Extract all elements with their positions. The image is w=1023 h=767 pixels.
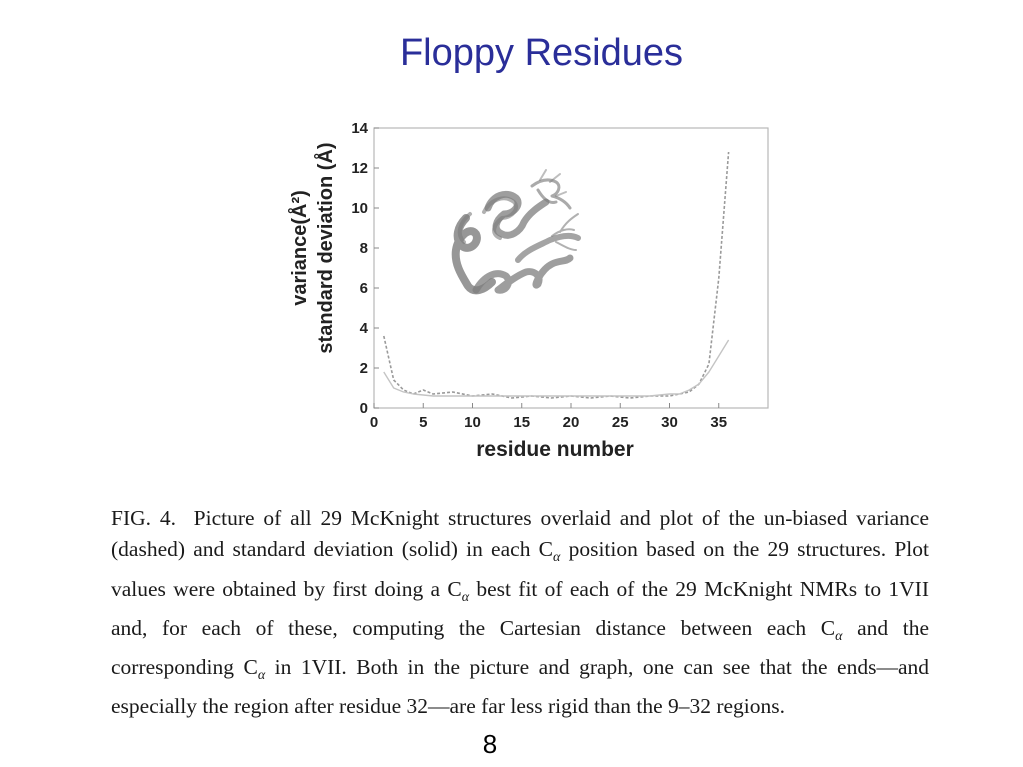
y-tick-label: 2	[360, 360, 368, 377]
y-tick-label: 10	[351, 200, 368, 217]
caption-text: FIG. 4. Picture of all 29 McKnight struc…	[111, 506, 929, 562]
x-tick-label: 5	[419, 414, 427, 431]
y-tick-label: 6	[360, 280, 368, 297]
x-tick-label: 25	[612, 414, 629, 431]
chart-background	[270, 110, 790, 475]
figure: 0 2 4 6 8 10 12 14 0 5 10 15 20 25 30 35 residue number v…	[270, 110, 790, 475]
x-tick-label: 15	[513, 414, 530, 431]
caption-subscript-alpha: α	[835, 628, 843, 644]
caption-text: best fit of each of the 29 McKnight NMRs…	[111, 576, 929, 640]
caption-text: and the corresponding C	[111, 615, 929, 680]
caption-subscript-alpha: α	[461, 589, 470, 605]
y-tick-label: 12	[351, 160, 368, 177]
x-tick-label: 20	[563, 414, 580, 431]
caption-subscript-alpha: α	[257, 668, 266, 684]
variance-series-line	[383, 151, 730, 399]
x-tick-label: 10	[464, 414, 481, 431]
x-tick-label: 30	[661, 414, 678, 431]
caption-text: in 1VII. Both in the picture and graph, …	[111, 655, 929, 719]
protein-structure-image	[451, 169, 581, 295]
std-deviation-series-line	[383, 339, 730, 397]
x-axis-label: residue number	[476, 438, 634, 461]
y-tick-label: 0	[360, 400, 368, 417]
y-tick-label: 8	[360, 240, 368, 257]
x-tick-label: 35	[710, 414, 727, 431]
y-axis-label: standard deviation (Å)	[313, 142, 337, 353]
caption-subscript-alpha: α	[553, 550, 561, 566]
slide-title: Floppy Residues	[399, 32, 684, 74]
caption-text: position based on the 29 structures. Plo…	[111, 537, 929, 601]
variance-chart: 0 2 4 6 8 10 12 14 0 5 10 15 20 25 30 35 residue number v…	[270, 110, 790, 475]
figure-caption: FIG. 4. Picture of all 29 McKnight struc…	[111, 503, 929, 723]
x-tick-label: 0	[370, 414, 378, 431]
y-axis-label: variance(Å²)	[287, 190, 311, 306]
page-number: 8	[482, 729, 498, 759]
y-tick-label: 14	[351, 120, 368, 137]
y-tick-label: 4	[360, 320, 369, 337]
